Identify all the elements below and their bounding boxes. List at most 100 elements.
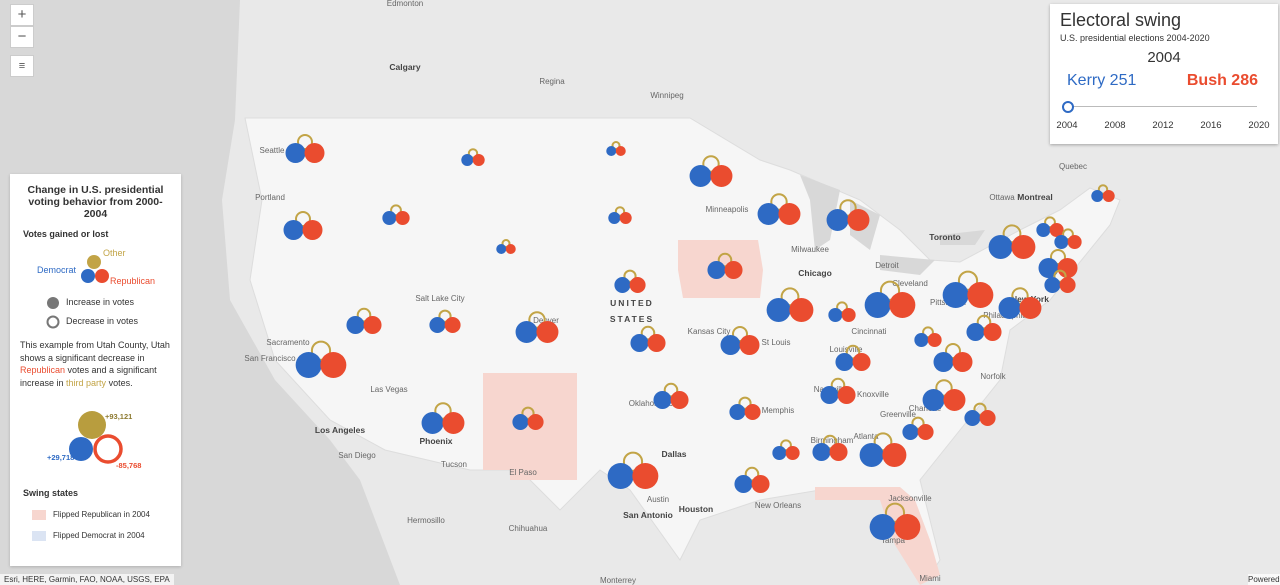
city-label: Greenville — [880, 410, 917, 419]
slider-track — [1067, 106, 1257, 107]
example-value: -85,768 — [116, 461, 142, 470]
other-ring — [1097, 184, 1109, 195]
other-ring — [356, 307, 372, 323]
republican-circle — [852, 353, 871, 371]
city-label: Dallas — [661, 449, 686, 459]
republican-circle — [1057, 258, 1078, 278]
other-ring — [770, 193, 788, 211]
democrat-circle — [869, 514, 896, 540]
democrat-circle — [720, 335, 741, 355]
democrat-circle — [608, 212, 621, 224]
democrat-circle — [614, 277, 631, 293]
other-ring — [717, 252, 733, 268]
republican-circle — [395, 211, 410, 225]
layers-button[interactable]: ≡ — [10, 55, 34, 77]
other-ring — [780, 439, 792, 452]
example-democrat — [69, 437, 93, 461]
example-text: This example from Utah County, Utah show… — [20, 339, 175, 389]
democrat-circle — [295, 352, 322, 378]
vote-symbols — [283, 134, 1115, 540]
city-label: Los Angeles — [315, 425, 365, 435]
republican-circle — [943, 389, 966, 411]
republican-circle — [442, 412, 465, 434]
powered-by: Powered by Esri — [1248, 574, 1280, 585]
republican-circle — [320, 352, 347, 378]
republican-circle — [789, 298, 814, 322]
example-symbols — [69, 411, 123, 464]
city-label: Charlotte — [909, 404, 942, 413]
swing-state-florida — [815, 487, 940, 585]
democrat-circle — [966, 323, 985, 341]
other-ring — [434, 402, 452, 420]
republican-circle — [917, 424, 934, 440]
democrat-circle — [922, 389, 945, 411]
legend-symbols — [46, 255, 109, 329]
republican-circle — [724, 261, 743, 279]
democrat-circle — [1091, 190, 1104, 202]
republican-circle — [527, 414, 544, 430]
increase-symbol — [47, 297, 59, 309]
city-label: Chicago — [798, 268, 832, 278]
city-label: Portland — [255, 193, 285, 202]
city-label: Jacksonville — [888, 494, 932, 503]
city-label: Denver — [533, 316, 559, 325]
republican-circle — [1067, 235, 1082, 249]
republican-circle — [837, 386, 856, 404]
democrat-symbol — [81, 269, 95, 283]
city-label: Montreal — [1017, 192, 1052, 202]
other-ring — [873, 432, 893, 452]
panel-title: Electoral swing — [1060, 10, 1182, 30]
city-label: Sacramento — [266, 338, 310, 347]
city-label: Minneapolis — [706, 205, 749, 214]
republican-circle — [1102, 190, 1115, 202]
other-ring — [611, 141, 621, 150]
city-label: Regina — [539, 77, 565, 86]
slider-thumb[interactable] — [1062, 101, 1074, 113]
other-ring — [884, 502, 906, 523]
republican-circle — [1019, 297, 1042, 319]
city-label: Milwaukee — [791, 245, 829, 254]
other-ring — [845, 344, 861, 360]
city-label: Memphis — [762, 406, 794, 415]
city-label: El Paso — [509, 468, 537, 477]
country-label: UNITED — [610, 298, 654, 308]
republican-circle — [304, 143, 325, 163]
republican-circle — [829, 443, 848, 461]
other-ring — [623, 269, 637, 283]
democrat-circle — [933, 352, 954, 372]
zoom-in[interactable]: + — [10, 4, 34, 26]
other-ring — [622, 451, 644, 472]
slider-tick-label: 2012 — [1152, 120, 1174, 131]
other-ring — [830, 377, 846, 393]
republican-circle — [785, 446, 800, 460]
republican-circle — [739, 335, 760, 355]
text: This example from Utah County, Utah show… — [20, 340, 170, 363]
republican-circle — [1059, 277, 1076, 293]
example-value: +93,121 — [105, 412, 133, 421]
democrat-circle — [496, 244, 507, 254]
republican-circle — [632, 463, 659, 489]
democrat-circle — [1044, 277, 1061, 293]
democrat-circle — [812, 443, 831, 461]
country-label: STATES — [610, 314, 654, 324]
democrat-circle — [653, 391, 672, 409]
other-ring — [521, 406, 535, 420]
democrat-circle — [826, 209, 849, 231]
democrat-circle — [864, 292, 891, 318]
other-ring — [836, 301, 848, 314]
other-ring — [738, 396, 752, 410]
other-ring — [822, 434, 838, 450]
other-ring — [879, 280, 901, 301]
panel-subtitle: U.S. presidential elections 2004-2020 — [1060, 33, 1210, 43]
republican-circle — [444, 317, 461, 333]
city-label: St Louis — [762, 338, 791, 347]
democrat-circle — [988, 235, 1013, 259]
other-ring — [310, 340, 332, 361]
other-ring — [957, 270, 979, 291]
democrat-circle — [689, 165, 712, 187]
zoom-out[interactable]: − — [10, 26, 34, 48]
attribution: Esri, HERE, Garmin, FAO, NOAA, USGS, EPA — [0, 574, 174, 585]
example-other — [78, 411, 106, 439]
city-label: Las Vegas — [370, 385, 407, 394]
